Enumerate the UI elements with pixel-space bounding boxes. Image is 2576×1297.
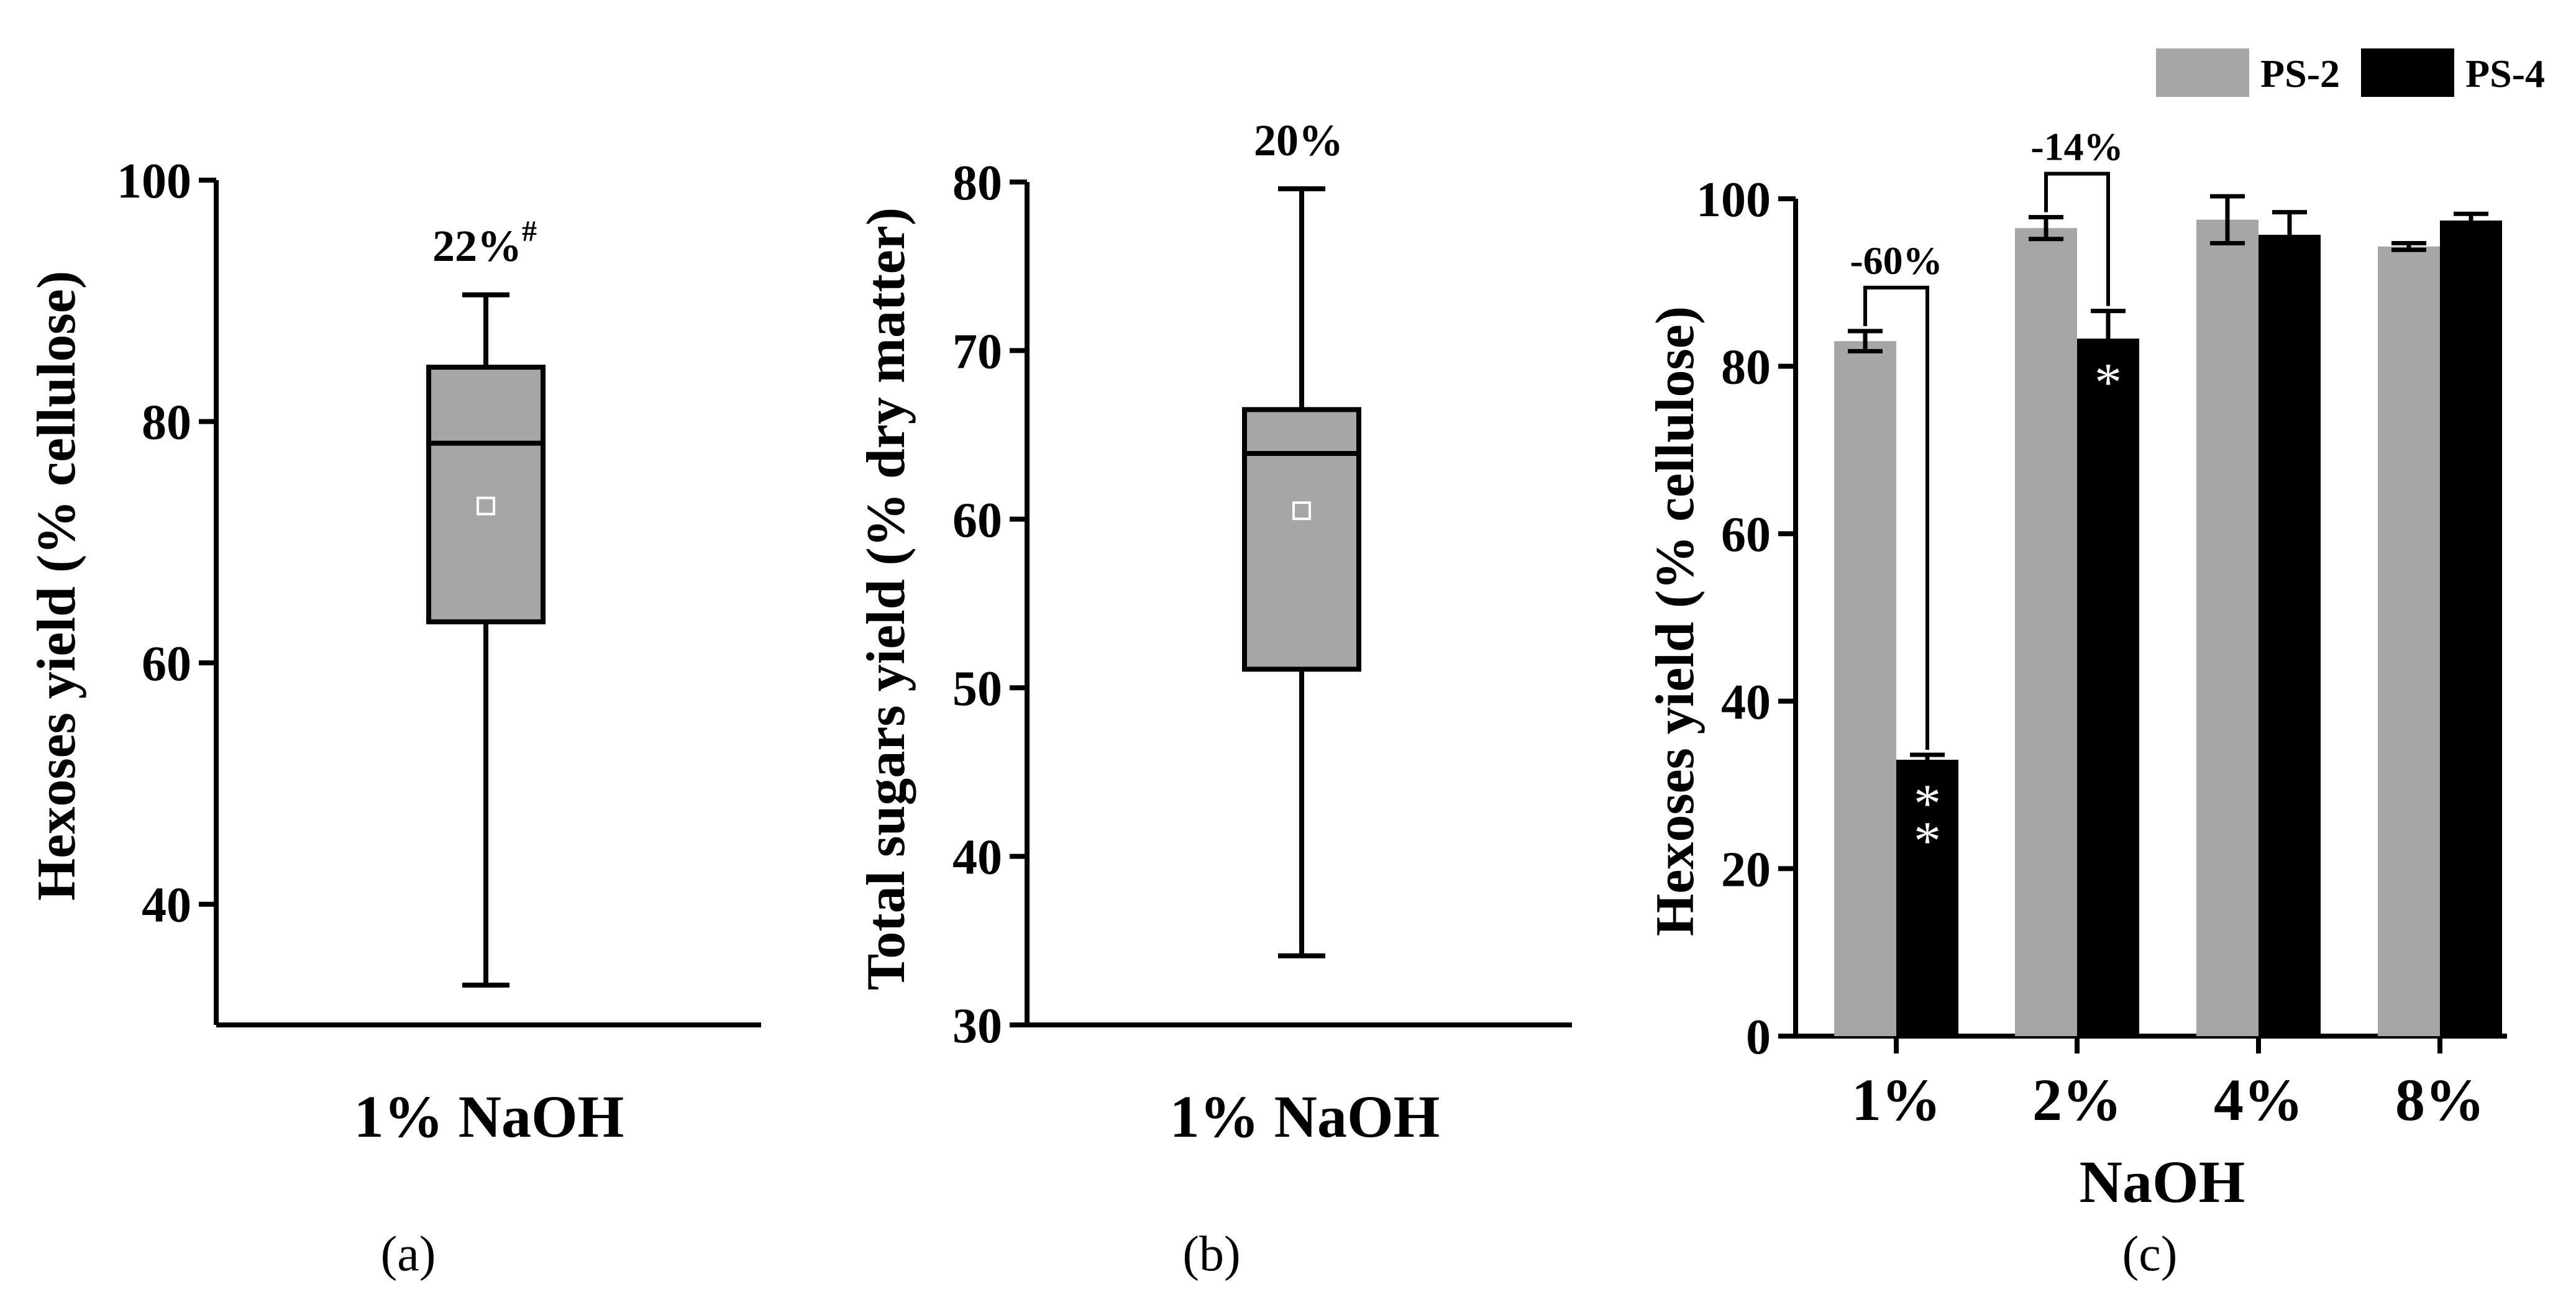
- panel-b-box: [1242, 407, 1361, 672]
- panel-c-bracket: [2044, 171, 2110, 306]
- panel-b-y-tick-label: 70: [952, 324, 1002, 379]
- panel-c-bracket-label: -14%: [2030, 125, 2123, 169]
- panel-c-significance-star: *: [2094, 353, 2122, 413]
- panel-a-mean-marker: [477, 496, 495, 516]
- panel-c-bars: ***-60%-14%: [1834, 125, 2502, 1037]
- panel-c: Hexoses yield (% cellulose) 0 20 40 60 80 100…: [1645, 48, 2545, 1281]
- panel-b-annotation: 20%: [1254, 116, 1343, 165]
- panel-b-y-tick-label: 60: [952, 493, 1002, 548]
- panel-a-y-ticks: 40 60 80 100: [117, 154, 761, 1027]
- panel-c-y-tick-label: 0: [1746, 1010, 1771, 1065]
- panel-a-box: [426, 365, 546, 625]
- panel-c-x-tick-label: 1%: [1852, 1067, 1941, 1133]
- panel-c-bracket: [1863, 285, 1929, 750]
- panel-c-significance-star: *: [1914, 811, 1941, 871]
- panel-b-label: (b): [1182, 1227, 1240, 1281]
- panel-c-x-ticks: 1% 2% 4% 8%: [1852, 1036, 2485, 1133]
- panel-c-y-tick-label: 80: [1721, 340, 1771, 395]
- panel-c-legend-swatch: [2156, 48, 2249, 97]
- panel-a-y-tick-label: 80: [142, 396, 191, 450]
- panel-c-legend-label: PS-4: [2465, 52, 2545, 96]
- panel-a-annotation-text: 22%: [432, 221, 522, 271]
- panel-c-y-tick-label: 40: [1721, 675, 1771, 730]
- panel-c-bar: [2077, 339, 2139, 1037]
- panel-c-legend: PS-2 PS-4: [2156, 48, 2545, 97]
- panel-a-boxplot: [426, 292, 546, 988]
- panel-a: Hexoses yield (% cellulose) 40 60 80 100 22…: [27, 154, 761, 1281]
- panel-c-bracket-label: -60%: [1850, 239, 1942, 283]
- panel-c-bar: [1834, 341, 1896, 1037]
- panel-a-y-tick-label: 40: [142, 878, 191, 933]
- panel-b-boxplot: [1242, 186, 1361, 958]
- panel-c-bar: [2440, 221, 2502, 1037]
- panel-b-y-ticks: 30 40 50 60 70 80: [952, 156, 1572, 1054]
- panel-c-x-tick-label: 8%: [2395, 1067, 2485, 1133]
- panel-c-y-tick-label: 60: [1721, 507, 1771, 562]
- panel-c-bar: [2196, 219, 2259, 1037]
- panel-c-label: (c): [2122, 1227, 2178, 1281]
- panel-c-bar: [1896, 760, 1958, 1036]
- panel-b-mean-marker: [1292, 501, 1311, 521]
- panel-b-category: 1% NaOH: [1170, 1083, 1440, 1150]
- panel-c-ylabel: Hexoses yield (% cellulose): [1645, 306, 1706, 936]
- panel-a-y-tick-label: 100: [117, 154, 191, 209]
- panel-c-x-tick-label: 2%: [2032, 1067, 2122, 1133]
- panel-c-significance-star: *: [1914, 774, 1941, 834]
- panel-c-y-tick-label: 20: [1721, 842, 1771, 897]
- panel-b-y-tick-label: 80: [952, 156, 1002, 211]
- panel-b: Total sugars yield (% dry matter) 30 40 50…: [856, 116, 1572, 1281]
- panel-c-xlabel: NaOH: [2080, 1149, 2245, 1215]
- panel-b-y-tick-label: 40: [952, 831, 1002, 885]
- panel-c-x-tick-label: 4%: [2214, 1067, 2303, 1133]
- panel-b-ylabel: Total sugars yield (% dry matter): [856, 207, 916, 990]
- panel-a-y-tick-label: 60: [142, 637, 191, 691]
- panel-a-annotation-sup: #: [522, 215, 537, 248]
- panel-a-ylabel: Hexoses yield (% cellulose): [27, 271, 87, 901]
- panel-b-y-tick-label: 30: [952, 999, 1002, 1054]
- panel-a-category: 1% NaOH: [354, 1083, 624, 1150]
- panel-c-bar: [2378, 246, 2440, 1037]
- panel-c-bar: [2259, 234, 2321, 1036]
- panel-b-y-tick-label: 50: [952, 662, 1002, 716]
- panel-c-bar: [2015, 228, 2077, 1037]
- panel-c-legend-swatch: [2361, 48, 2454, 97]
- panel-c-y-tick-label: 100: [1696, 173, 1771, 227]
- panel-c-legend-label: PS-2: [2260, 52, 2340, 96]
- panel-a-label: (a): [381, 1227, 436, 1281]
- panel-a-annotation: 22%#: [432, 215, 537, 271]
